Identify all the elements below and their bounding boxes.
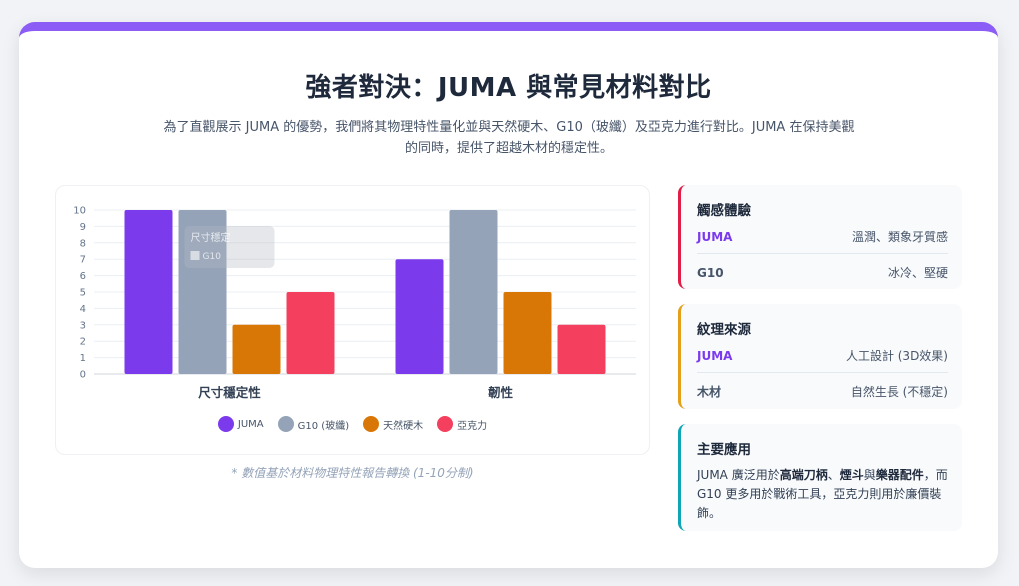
panel-touch: 觸感體驗 JUMA 溫潤、類象牙質感 G10 冰冷、堅硬 — [678, 185, 962, 289]
tooltip-box — [184, 226, 275, 268]
bar — [449, 210, 498, 374]
panel-title: 主要應用 — [697, 442, 751, 458]
tooltip-item: G10 — [203, 252, 222, 262]
legend-item[interactable]: 天然硬木 — [363, 416, 423, 432]
y-tick-label: 8 — [80, 238, 86, 249]
row-value: 溫潤、類象牙質感 — [851, 230, 948, 244]
legend-swatch — [217, 416, 234, 432]
tooltip-swatch — [190, 251, 200, 260]
chart-legend: JUMA G10 (玻纖) 天然硬木 亞克力 — [56, 416, 649, 432]
panel-row: G10 冰冷、堅硬 — [697, 263, 948, 289]
comparison-card: 強者對決：JUMA 與常見材料對比 為了直觀展示 JUMA 的優勢，我們將其物理… — [19, 22, 998, 568]
bar — [395, 259, 444, 374]
y-tick-label: 7 — [80, 255, 86, 266]
y-tick-label: 6 — [80, 271, 86, 282]
desc-bold: 高端刀柄 — [779, 468, 828, 482]
y-tick-label: 2 — [80, 337, 86, 348]
legend-item[interactable]: JUMA — [217, 416, 264, 432]
panel-texture: 紋理來源 JUMA 人工設計 (3D效果) 木材 自然生長 (不穩定) — [678, 304, 962, 409]
row-value: 自然生長 (不穩定) — [850, 385, 948, 399]
desc-text: 、 — [827, 468, 840, 482]
x-tick-label: 尺寸穩定性 — [198, 385, 261, 400]
panel-title: 觸感體驗 — [697, 203, 751, 219]
row-value: 冰冷、堅硬 — [887, 266, 948, 280]
y-tick-label: 4 — [80, 304, 86, 315]
legend-swatch — [277, 416, 294, 432]
chart-container: 0 1 2 3 4 5 6 7 8 9 10 尺寸穩定性 韌性 尺寸穩定 G10 JUMA G10 (玻纖) 天… — [55, 185, 650, 455]
y-tick-label: 10 — [73, 206, 86, 217]
legend-swatch — [363, 416, 380, 432]
bar — [557, 324, 606, 374]
legend-label: 天然硬木 — [383, 420, 424, 432]
row-key: JUMA — [697, 348, 733, 363]
bar-chart: 0 1 2 3 4 5 6 7 8 9 10 尺寸穩定性 韌性 尺寸穩定 G10 — [73, 206, 636, 400]
row-key: JUMA — [697, 229, 733, 244]
y-tick-label: 0 — [80, 370, 86, 381]
page-subtitle: 為了直觀展示 JUMA 的優勢，我們將其物理特性量化並與天然硬木、G10（玻纖）… — [163, 120, 855, 156]
bar — [232, 324, 281, 374]
row-value: 人工設計 (3D效果) — [845, 349, 948, 363]
desc-text: 與 — [863, 468, 876, 482]
legend-label: JUMA — [237, 418, 264, 430]
panel-application: 主要應用 JUMA 廣泛用於高端刀柄、煙斗與樂器配件，而 G10 更多用於戰術工… — [678, 424, 962, 531]
desc-bold: 樂器配件 — [875, 468, 924, 482]
panel-title: 紋理來源 — [697, 322, 751, 338]
page-title: 強者對決：JUMA 與常見材料對比 — [305, 73, 712, 103]
y-tick-label: 3 — [80, 320, 86, 331]
panel-row: JUMA 溫潤、類象牙質感 — [697, 227, 948, 254]
desc-text: JUMA 廣泛用於 — [697, 468, 780, 482]
desc-bold: 煙斗 — [839, 468, 864, 482]
bar — [286, 292, 335, 374]
legend-label: G10 (玻纖) — [297, 420, 350, 432]
legend-swatch — [437, 416, 454, 432]
bar — [503, 292, 552, 374]
legend-item[interactable]: G10 (玻纖) — [277, 416, 350, 432]
tooltip-title: 尺寸穩定 — [191, 231, 231, 244]
y-tick-label: 1 — [80, 353, 86, 364]
panel-row: JUMA 人工設計 (3D效果) — [697, 346, 948, 373]
row-key: G10 — [697, 265, 724, 280]
legend-label: 亞克力 — [457, 420, 488, 432]
y-tick-label: 9 — [80, 222, 86, 233]
desc-text: ，而 G10 更多用於戰術工具，亞克力則用於廉價裝飾。 — [697, 468, 948, 520]
panel-description: JUMA 廣泛用於高端刀柄、煙斗與樂器配件，而 G10 更多用於戰術工具，亞克力… — [697, 466, 948, 523]
panel-row: 木材 自然生長 (不穩定) — [697, 382, 948, 408]
x-tick-label: 韌性 — [488, 385, 514, 400]
row-key: 木材 — [697, 385, 722, 399]
bar — [124, 210, 173, 374]
chart-note: * 數值基於材料物理特性報告轉換 (1-10分制) — [231, 466, 474, 480]
legend-item[interactable]: 亞克力 — [437, 416, 487, 432]
y-tick-label: 5 — [80, 288, 86, 299]
